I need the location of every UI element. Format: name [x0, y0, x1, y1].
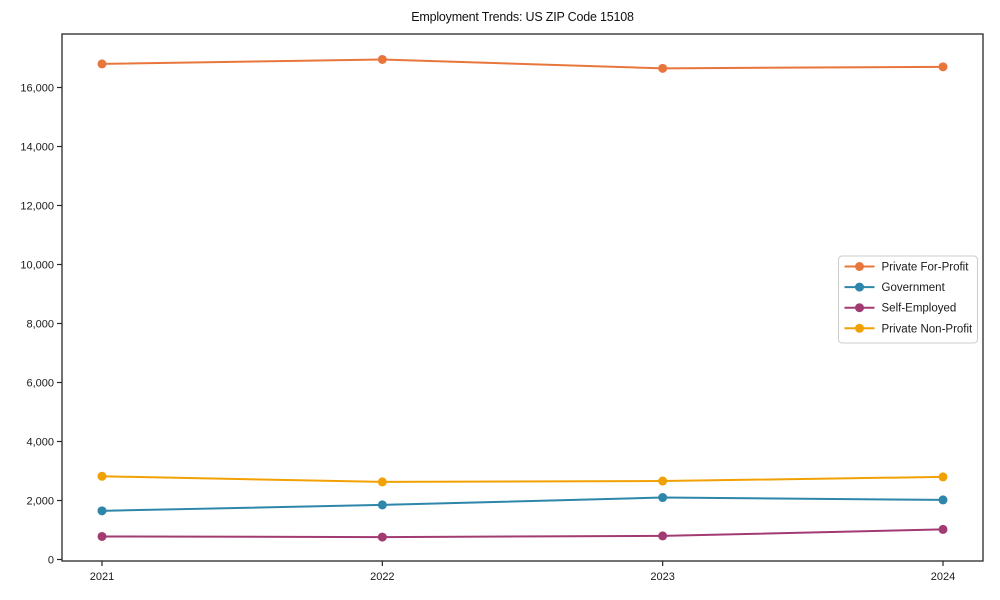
data-point-marker	[377, 477, 387, 487]
x-axis: 2021 2022 2023 2024	[90, 561, 955, 583]
data-point-marker	[658, 63, 668, 73]
data-point-marker	[938, 62, 948, 72]
legend-marker	[855, 303, 864, 313]
legend-label: Self-Employed	[882, 303, 957, 315]
data-point-marker	[658, 493, 668, 503]
data-point-marker	[97, 531, 107, 541]
y-tick-label: 14,000	[20, 141, 54, 153]
data-point-marker	[97, 471, 107, 481]
legend-marker	[855, 323, 864, 333]
legend: Private For-Profit Government Self-Employe…	[838, 255, 978, 344]
y-tick-label: 0	[48, 554, 54, 566]
data-point-marker	[658, 531, 668, 541]
data-point-marker	[97, 506, 107, 516]
series-line	[101, 496, 944, 512]
y-tick-label: 8,000	[26, 318, 54, 330]
legend-marker	[855, 262, 864, 271]
data-point-marker	[377, 532, 387, 542]
series-private-for-profit	[97, 54, 948, 73]
y-tick-label: 12,000	[20, 200, 54, 212]
x-tick-label: 2021	[90, 571, 114, 583]
data-point-marker	[377, 500, 387, 510]
data-point-marker	[938, 472, 948, 482]
series-self-employed	[97, 524, 948, 542]
legend-marker	[855, 282, 864, 292]
x-tick-label: 2023	[650, 571, 674, 583]
data-point-marker	[658, 476, 668, 486]
legend-item-government: Government	[844, 282, 946, 294]
data-point-marker	[377, 54, 387, 64]
y-tick-label: 16,000	[20, 82, 54, 94]
series-line	[101, 528, 944, 539]
x-tick-label: 2024	[931, 571, 955, 583]
data-point-marker	[938, 495, 948, 505]
y-tick-label: 4,000	[26, 436, 54, 448]
data-point-marker	[938, 524, 948, 534]
legend-label: Government	[882, 282, 946, 294]
y-axis: 0 2,000 4,000 6,000 8,000 10,000 12,000 14,000 1…	[20, 82, 62, 566]
legend-label: Private Non-Profit	[882, 323, 974, 335]
legend-item-private-for-profit: Private For-Profit	[844, 262, 970, 274]
legend-item-self-employed: Self-Employed	[844, 303, 957, 315]
y-tick-label: 6,000	[26, 377, 54, 389]
legend-label: Private For-Profit	[882, 262, 970, 274]
legend-item-private-non-profit: Private Non-Profit	[844, 323, 974, 335]
x-tick-label: 2022	[370, 571, 394, 583]
y-tick-label: 10,000	[20, 259, 54, 271]
legend-box	[838, 255, 978, 344]
chart-title: Employment Trends: US ZIP Code 15108	[411, 10, 634, 24]
y-tick-label: 2,000	[26, 495, 54, 507]
series-private-non-profit	[97, 471, 948, 487]
plot-border	[61, 33, 984, 562]
series-line	[101, 58, 944, 70]
series-government	[97, 493, 948, 516]
series-line	[101, 475, 944, 483]
data-point-marker	[97, 59, 107, 69]
